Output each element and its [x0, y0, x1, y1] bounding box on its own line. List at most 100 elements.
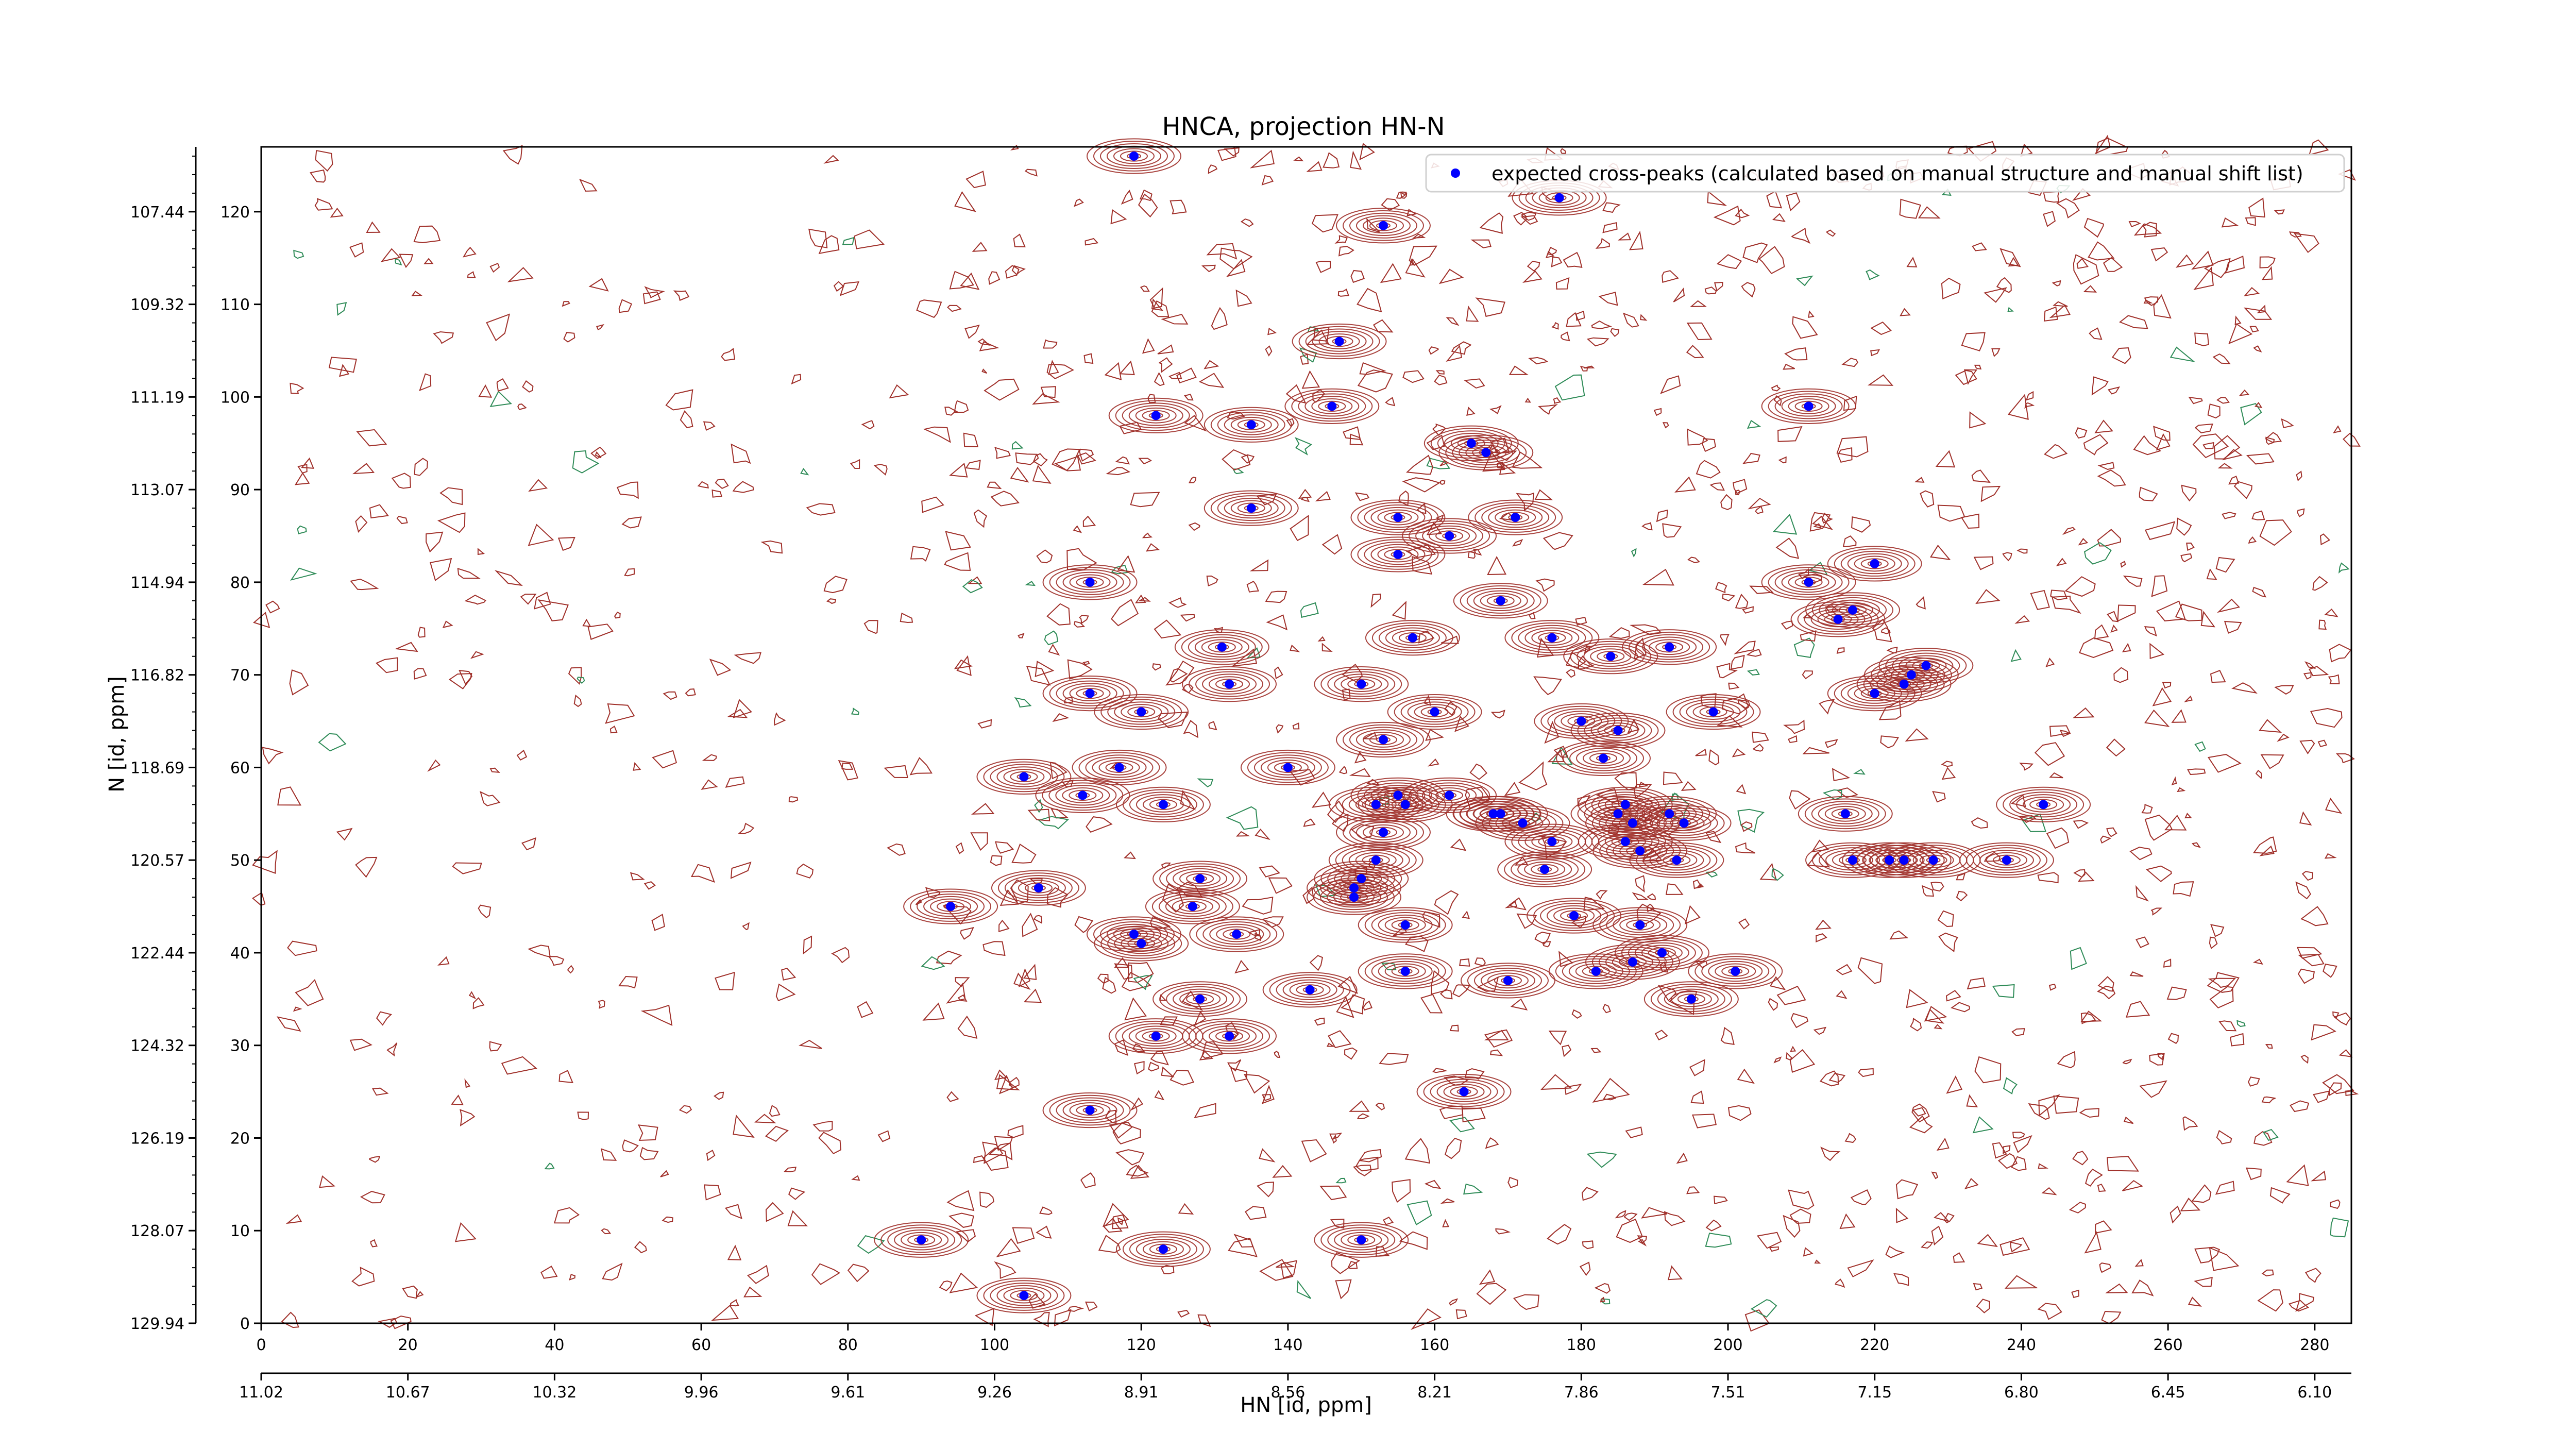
- noise-contour: [1472, 548, 1482, 556]
- noise-contour: [1363, 1000, 1372, 1011]
- peak-marker: [1085, 577, 1095, 587]
- noise-contour: [781, 967, 796, 981]
- peak-contour: [1378, 961, 1433, 982]
- noise-contour: [1512, 538, 1523, 547]
- peak-contour: [1076, 1104, 1104, 1116]
- noise-contour: [2262, 1128, 2279, 1141]
- peak-marker: [1114, 763, 1124, 772]
- peak-marker: [1225, 679, 1234, 689]
- peak-contour: [1414, 704, 1455, 720]
- noise-contour: [2269, 1187, 2291, 1204]
- peak-contour: [1004, 875, 1073, 901]
- peak-contour: [1643, 807, 1725, 839]
- noise-contour: [489, 1041, 502, 1052]
- noise-contour: [2166, 986, 2187, 1000]
- noise-contour: [1476, 1283, 1507, 1305]
- peak-contour: [2003, 789, 2084, 820]
- noise-contour: [1786, 192, 1801, 212]
- noise-contour: [2216, 397, 2230, 404]
- noise-contour: [2119, 315, 2148, 329]
- peak-contour: [1781, 571, 1836, 593]
- noise-contour: [1851, 516, 1871, 533]
- noise-contour: [1528, 357, 1549, 365]
- noise-contour: [1684, 905, 1701, 925]
- noise-contour: [1815, 919, 1832, 930]
- noise-contour: [2144, 814, 2173, 841]
- noise-contour: [1442, 1219, 1450, 1227]
- noise-contour: [1372, 319, 1394, 333]
- noise-contour: [1285, 384, 1307, 404]
- peak-contour: [990, 1283, 1058, 1309]
- noise-contour: [2215, 1181, 2235, 1195]
- peak-contour: [1387, 694, 1482, 730]
- peak-contour: [1860, 688, 1889, 699]
- noise-contour: [1793, 637, 1815, 658]
- noise-contour: [567, 965, 574, 974]
- noise-contour: [1033, 1311, 1050, 1327]
- noise-contour: [448, 673, 472, 689]
- noise-contour: [1479, 212, 1504, 234]
- noise-contour: [1755, 506, 1764, 514]
- noise-contour: [2007, 307, 2014, 312]
- noise-contour: [457, 567, 481, 579]
- noise-contour: [1274, 666, 1283, 680]
- peak-contour: [1479, 808, 1507, 819]
- noise-contour: [2012, 1132, 2025, 1139]
- noise-contour: [1046, 603, 1071, 626]
- peak-contour: [1761, 564, 1856, 600]
- noise-contour: [2207, 972, 2240, 993]
- noise-contour: [1194, 1103, 1216, 1118]
- peak-marker: [1885, 855, 1894, 865]
- noise-contour: [1439, 480, 1446, 485]
- noise-contour: [1836, 964, 1853, 975]
- noise-contour: [2117, 604, 2136, 622]
- peak-marker: [1371, 855, 1381, 865]
- noise-contour: [944, 552, 971, 571]
- noise-contour: [1249, 149, 1275, 169]
- noise-contour: [396, 515, 408, 525]
- noise-contour: [277, 786, 302, 806]
- noise-contour: [1768, 998, 1778, 1011]
- noise-contour: [1335, 1279, 1352, 1300]
- peak-contour: [1467, 965, 1549, 996]
- noise-contour: [1222, 449, 1251, 471]
- peak-contour: [1524, 861, 1566, 878]
- noise-contour: [1112, 1214, 1129, 1229]
- noise-contour: [956, 655, 972, 676]
- noise-contour: [955, 977, 970, 987]
- noise-contour: [2194, 741, 2206, 752]
- peak-contour: [1409, 780, 1490, 811]
- x-ppm-tick-label: 6.45: [2151, 1384, 2185, 1402]
- noise-contour: [2097, 976, 2114, 992]
- noise-contour: [572, 450, 600, 474]
- noise-contour: [1969, 411, 1987, 429]
- noise-contour: [2129, 847, 2153, 861]
- peak-marker: [1349, 883, 1359, 893]
- noise-contour: [2122, 1058, 2132, 1065]
- peak-contour: [1577, 643, 1645, 669]
- peak-contour: [1209, 676, 1250, 693]
- peak-contour: [1460, 963, 1555, 999]
- peak-contour: [1715, 963, 1756, 980]
- noise-contour: [2075, 427, 2088, 439]
- noise-contour: [1841, 358, 1858, 367]
- noise-contour: [1905, 728, 1929, 742]
- chart-title: HNCA, projection HN-N: [1162, 112, 1445, 141]
- noise-contour: [1691, 1114, 1717, 1128]
- noise-contour: [2209, 936, 2218, 949]
- noise-contour: [947, 305, 962, 312]
- noise-contour: [2298, 954, 2325, 967]
- noise-contour: [946, 1190, 975, 1211]
- y-index-tick-label: 40: [230, 945, 250, 963]
- noise-contour: [1358, 1149, 1382, 1162]
- noise-contour: [1355, 1156, 1379, 1172]
- noise-contour: [1032, 393, 1060, 405]
- noise-contour: [1665, 883, 1684, 895]
- peak-contour: [1307, 870, 1402, 906]
- noise-contour: [1267, 327, 1277, 335]
- noise-contour: [2289, 231, 2302, 238]
- peak-marker: [1731, 966, 1740, 976]
- noise-contour: [1206, 243, 1238, 260]
- peak-marker: [1195, 874, 1205, 884]
- peak-contour: [976, 759, 1072, 795]
